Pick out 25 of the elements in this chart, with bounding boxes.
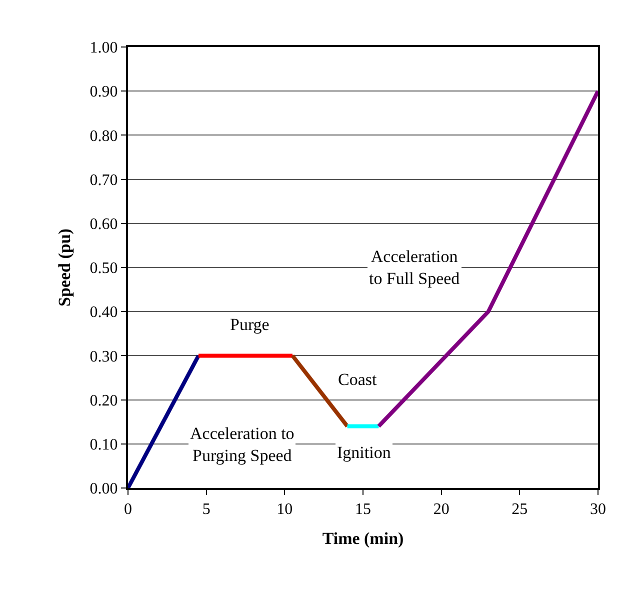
annotation: Acceleration to Purging Speed [190, 424, 294, 466]
annotation: Coast [338, 370, 377, 389]
x-tick-label: 30 [590, 501, 606, 518]
y-tick-label: 0.50 [90, 260, 118, 278]
y-tick-label: 0.60 [90, 216, 118, 233]
x-tick-label: 5 [202, 501, 210, 518]
y-tick-label: 0.20 [90, 392, 118, 410]
x-tick-label: 10 [276, 501, 293, 518]
y-tick-label: 0.80 [90, 128, 118, 145]
y-tick-label: 0.10 [90, 436, 118, 454]
y-axis-title: Speed (pu) [54, 228, 74, 306]
x-tick-label: 25 [512, 501, 528, 518]
annotation: Ignition [337, 443, 392, 462]
y-tick-label: 0.40 [90, 304, 118, 322]
y-tick-label: 0.90 [90, 84, 118, 101]
x-tick-label: 0 [124, 501, 132, 518]
y-tick-label: 0.70 [90, 172, 118, 189]
x-tick-label: 20 [433, 501, 450, 518]
y-tick-label: 0.00 [90, 480, 118, 498]
x-axis-title: Time (min) [322, 529, 404, 548]
x-tick-label: 15 [355, 501, 371, 518]
annotation: Acceleration to Full Speed [369, 247, 460, 288]
y-tick-label: 0.30 [90, 348, 118, 366]
annotation: Purge [230, 315, 270, 334]
y-tick-label: 1.00 [90, 40, 118, 57]
